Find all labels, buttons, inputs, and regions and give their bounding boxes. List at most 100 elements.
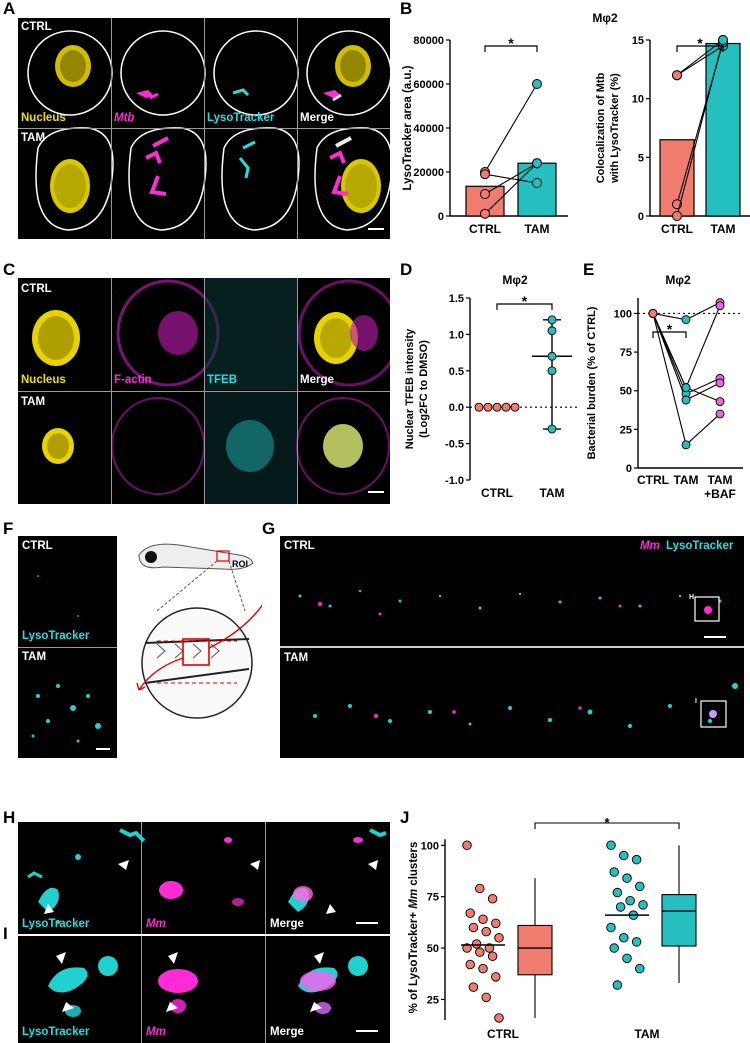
b-left-point xyxy=(480,189,490,199)
b-right-y-tick-label: 5 xyxy=(638,152,644,164)
panel-c-channel-merge: Merge xyxy=(300,374,334,386)
j-point-tam xyxy=(609,867,619,877)
j-point-tam xyxy=(635,881,645,892)
panel-h-micrographs: LysoTracker Mm Merge xyxy=(18,822,390,934)
j-point-ctrl xyxy=(475,947,485,957)
d-sig: * xyxy=(522,293,528,309)
panel-letter-i: I xyxy=(3,924,8,943)
d-y-tick-label: 0.0 xyxy=(449,402,464,414)
panel-a-channel-lysotracker: LysoTracker xyxy=(207,112,275,124)
panel-b-title: Mφ2 xyxy=(592,11,618,25)
j-point-tam xyxy=(631,937,642,947)
panel-c-channel-factin: F-actin xyxy=(114,374,152,386)
e-point xyxy=(648,309,658,318)
j-point-ctrl xyxy=(478,914,488,925)
j-point-ctrl xyxy=(494,1013,504,1023)
d-y-tick-label: -1.0 xyxy=(445,475,464,487)
zebrafish-schematic: ROI xyxy=(136,543,262,719)
panel-a-row-ctrl: CTRL xyxy=(21,21,52,33)
panel-g-scale-bar xyxy=(704,636,726,638)
b-left-pair-line xyxy=(484,162,538,215)
j-point-ctrl xyxy=(484,943,495,953)
b-left-x-label: CTRL xyxy=(469,222,501,236)
j-y-tick-label: 75 xyxy=(427,892,439,904)
panel-c-channel-tfeb: TFEB xyxy=(207,374,238,386)
e-y-tick-label: 50 xyxy=(620,386,632,398)
b-left-point xyxy=(532,158,542,169)
j-point-tam xyxy=(619,933,629,943)
b-left-pair-line xyxy=(484,83,538,173)
panel-d-chart: Mφ2 -1.0 -0.5 0.0 0.5 1.0 1.5 CTRL TAM * Nuclear … xyxy=(404,273,580,500)
panel-letter-e: E xyxy=(583,260,595,279)
b-left-y-label: LysoTracker area (a.u.) xyxy=(402,65,414,190)
e-x-label-1: TAM xyxy=(707,473,732,487)
b-right-point xyxy=(718,35,728,45)
panel-f-micrographs: CTRL LysoTracker TAM xyxy=(18,536,117,758)
j-point-ctrl xyxy=(471,939,482,949)
b-right-point xyxy=(672,70,682,81)
e-x-label-2: +BAF xyxy=(704,487,736,501)
b-left-point xyxy=(480,208,490,219)
j-point-ctrl xyxy=(481,992,491,1003)
e-y-label: Bacterial burden (% of CTRL) xyxy=(586,306,598,459)
d-x-label: TAM xyxy=(539,486,564,500)
d-y-tick-label: 0.5 xyxy=(449,366,464,378)
j-box-tam xyxy=(661,894,697,947)
panel-c-channel-nucleus: Nucleus xyxy=(21,374,66,386)
e-x-label: TAM xyxy=(673,473,698,487)
panel-i-channel-mm: Mm xyxy=(146,1026,166,1038)
j-point-tam xyxy=(612,887,623,898)
panel-letter-g: G xyxy=(262,519,276,538)
panel-f-channel: LysoTracker xyxy=(22,630,90,642)
d-point-tam xyxy=(547,351,557,361)
j-x-label: TAM xyxy=(634,1027,659,1040)
e-point xyxy=(715,301,725,311)
j-y-label-post: clusters xyxy=(408,842,420,889)
j-point-ctrl xyxy=(494,933,504,943)
panel-a-scale-bar xyxy=(368,228,384,230)
panel-f-row-ctrl: CTRL xyxy=(22,540,53,552)
d-y-tick-label: -0.5 xyxy=(445,439,464,451)
e-point xyxy=(681,440,691,450)
j-y-tick-label: 50 xyxy=(427,943,439,955)
panel-a-channel-nucleus: Nucleus xyxy=(21,112,66,124)
b-right-y-label-2: with LysoTracker (%) xyxy=(609,73,621,184)
j-point-ctrl xyxy=(462,943,472,953)
j-point-tam xyxy=(631,854,642,865)
e-point xyxy=(681,383,691,393)
panel-h-channel-lysotracker: LysoTracker xyxy=(22,918,90,930)
j-x-label: CTRL xyxy=(487,1027,519,1040)
panel-letter-d: D xyxy=(400,260,413,279)
panel-h-channel-merge: Merge xyxy=(270,918,304,930)
panel-letter-c: C xyxy=(3,260,16,279)
b-right-sig: * xyxy=(697,35,703,51)
e-point xyxy=(715,409,725,419)
b-right-sig-bracket xyxy=(676,45,724,52)
d-y-label-2: (Log2FC to DMSO) xyxy=(418,340,430,438)
j-point-tam xyxy=(606,840,616,851)
j-point-tam xyxy=(615,902,626,912)
panel-h-scale-bar xyxy=(356,922,378,924)
d-point-ctrl xyxy=(510,402,520,412)
panel-c-row-ctrl: CTRL xyxy=(21,283,52,295)
j-point-ctrl xyxy=(481,926,491,937)
b-left-bar-tam xyxy=(517,162,557,217)
b-right-bar-tam xyxy=(705,42,741,217)
b-right-x-label: TAM xyxy=(710,222,735,236)
b-left-point xyxy=(532,178,542,188)
j-y-tick-label: 100 xyxy=(421,840,439,852)
d-sig-bracket xyxy=(496,303,553,310)
j-point-tam xyxy=(622,873,632,883)
j-point-ctrl xyxy=(487,951,498,962)
e-y-tick-label: 75 xyxy=(620,347,632,359)
d-point-ctrl xyxy=(483,402,493,412)
d-y-label-1: Nuclear TFEB intensity xyxy=(404,328,416,449)
b-left-y-tick-label: 80000 xyxy=(413,35,444,47)
d-point-tam xyxy=(547,366,557,376)
panel-f-row-tam: TAM xyxy=(22,651,47,663)
b-left-sig: * xyxy=(508,35,514,51)
e-point xyxy=(715,397,725,406)
b-left-y-tick-label: 0 xyxy=(438,211,444,223)
j-point-ctrl xyxy=(468,922,479,933)
